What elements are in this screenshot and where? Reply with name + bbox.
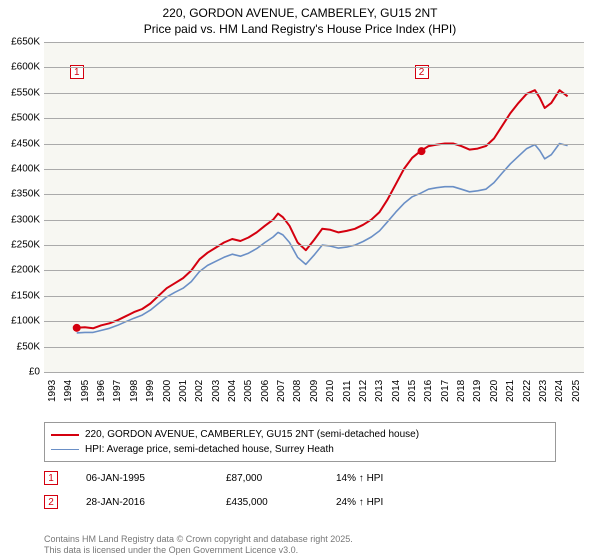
title-line1: 220, GORDON AVENUE, CAMBERLEY, GU15 2NT (163, 6, 438, 20)
x-tick-label: 2024 (554, 380, 565, 402)
chart-title: 220, GORDON AVENUE, CAMBERLEY, GU15 2NT … (0, 0, 600, 37)
y-tick-label: £0 (2, 367, 40, 378)
sales-row: 2 28-JAN-2016£435,00024% ↑ HPI (44, 490, 556, 514)
y-tick-label: £650K (2, 37, 40, 48)
footer-attribution: Contains HM Land Registry data © Crown c… (44, 534, 353, 557)
y-tick-label: £600K (2, 62, 40, 73)
gridline (44, 321, 584, 322)
x-tick-label: 2018 (456, 380, 467, 402)
sale-diff: 24% ↑ HPI (336, 497, 456, 508)
x-tick-label: 2025 (571, 380, 582, 402)
y-tick-label: £50K (2, 341, 40, 352)
y-tick-label: £150K (2, 290, 40, 301)
x-tick-label: 2000 (162, 380, 173, 402)
y-tick-label: £100K (2, 316, 40, 327)
sale-price: £87,000 (226, 473, 336, 484)
gridline (44, 144, 584, 145)
y-tick-label: £250K (2, 240, 40, 251)
y-tick-label: £300K (2, 214, 40, 225)
legend-row: HPI: Average price, semi-detached house,… (51, 442, 549, 457)
y-tick-label: £400K (2, 163, 40, 174)
x-tick-label: 2001 (178, 380, 189, 402)
series-price_paid (77, 90, 568, 328)
y-tick-label: £350K (2, 189, 40, 200)
x-tick-label: 2021 (505, 380, 516, 402)
footer-line2: This data is licensed under the Open Gov… (44, 545, 298, 555)
gridline (44, 118, 584, 119)
y-tick-label: £200K (2, 265, 40, 276)
sales-row: 1 06-JAN-1995£87,00014% ↑ HPI (44, 466, 556, 490)
sale-index-box: 2 (44, 495, 58, 509)
legend-label: 220, GORDON AVENUE, CAMBERLEY, GU15 2NT … (85, 429, 419, 440)
gridline (44, 296, 584, 297)
sale-date: 28-JAN-2016 (86, 497, 226, 508)
x-tick-label: 2004 (227, 380, 238, 402)
x-tick-label: 2010 (325, 380, 336, 402)
legend-label: HPI: Average price, semi-detached house,… (85, 444, 334, 455)
sale-index-box: 1 (44, 471, 58, 485)
gridline (44, 169, 584, 170)
chart-area: £0 £50K £100K £150K £200K £250K £300K £350K £400… (0, 42, 600, 412)
y-tick-label: £550K (2, 87, 40, 98)
x-tick-label: 1999 (145, 380, 156, 402)
sale-price: £435,000 (226, 497, 336, 508)
gridline (44, 270, 584, 271)
x-tick-label: 1994 (63, 380, 74, 402)
chart-container: 220, GORDON AVENUE, CAMBERLEY, GU15 2NT … (0, 0, 600, 560)
gridline (44, 220, 584, 221)
gridline (44, 194, 584, 195)
legend-row: 220, GORDON AVENUE, CAMBERLEY, GU15 2NT … (51, 427, 549, 442)
y-tick-label: £450K (2, 138, 40, 149)
x-tick-label: 2007 (276, 380, 287, 402)
gridline (44, 245, 584, 246)
x-tick-label: 2020 (489, 380, 500, 402)
x-tick-label: 1995 (80, 380, 91, 402)
title-line2: Price paid vs. HM Land Registry's House … (144, 22, 456, 36)
x-tick-label: 1993 (47, 380, 58, 402)
gridline (44, 93, 584, 94)
x-tick-label: 2016 (423, 380, 434, 402)
x-tick-label: 1996 (96, 380, 107, 402)
footer-line1: Contains HM Land Registry data © Crown c… (44, 534, 353, 544)
legend-swatch (51, 449, 79, 450)
x-tick-label: 2019 (472, 380, 483, 402)
legend-swatch (51, 434, 79, 436)
x-tick-label: 2006 (260, 380, 271, 402)
gridline (44, 42, 584, 43)
sale-dot (73, 324, 81, 332)
x-tick-label: 2013 (374, 380, 385, 402)
series-svg (0, 42, 600, 412)
x-tick-label: 2022 (522, 380, 533, 402)
x-tick-label: 2017 (440, 380, 451, 402)
x-tick-label: 2009 (309, 380, 320, 402)
x-tick-label: 2014 (391, 380, 402, 402)
x-tick-label: 1998 (129, 380, 140, 402)
x-tick-label: 1997 (112, 380, 123, 402)
x-tick-label: 2002 (194, 380, 205, 402)
sale-dot (418, 147, 426, 155)
gridline (44, 67, 584, 68)
x-tick-label: 2011 (342, 380, 353, 402)
x-tick-label: 2015 (407, 380, 418, 402)
gridline (44, 372, 584, 373)
sale-diff: 14% ↑ HPI (336, 473, 456, 484)
x-tick-label: 2023 (538, 380, 549, 402)
x-tick-label: 2008 (292, 380, 303, 402)
x-tick-label: 2005 (243, 380, 254, 402)
x-tick-label: 2003 (211, 380, 222, 402)
legend: 220, GORDON AVENUE, CAMBERLEY, GU15 2NT … (44, 422, 556, 462)
sales-table: 1 06-JAN-1995£87,00014% ↑ HPI 2 28-JAN-2016… (44, 466, 556, 514)
gridline (44, 347, 584, 348)
y-tick-label: £500K (2, 113, 40, 124)
x-tick-label: 2012 (358, 380, 369, 402)
sale-date: 06-JAN-1995 (86, 473, 226, 484)
